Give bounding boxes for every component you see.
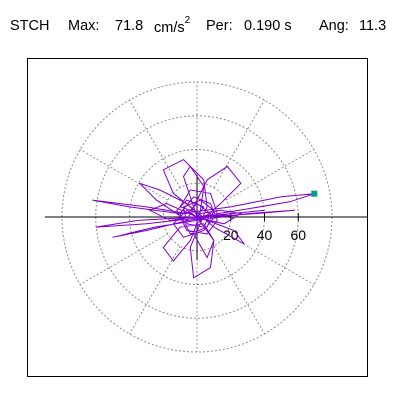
period-value: 0.190 s (244, 18, 292, 34)
max-unit-text: cm/s (154, 19, 185, 36)
grid-spoke (79, 149, 169, 201)
grid-spoke (225, 149, 315, 201)
angle-label: Ang: (319, 18, 349, 34)
grid-spoke (129, 245, 181, 335)
period-label: Per: (206, 18, 233, 34)
acceleration-orbit-trace (92, 158, 315, 279)
grid-spoke (129, 99, 181, 189)
grid-spoke (213, 99, 265, 189)
angle-value: 11.3 (359, 18, 387, 34)
grid-spoke (79, 233, 169, 285)
max-value: 71.8 (115, 18, 144, 34)
max-unit: cm/s2 (154, 15, 191, 36)
radial-tick-labels: 20 40 60 (223, 227, 306, 243)
radial-tick-label: 40 (257, 227, 273, 243)
grid-spoke (213, 245, 265, 335)
peak-marker (311, 190, 318, 197)
radial-tick-label: 60 (290, 227, 306, 243)
max-unit-exponent: 2 (184, 15, 191, 26)
station-code: STCH (10, 18, 50, 34)
max-label: Max: (68, 18, 100, 34)
